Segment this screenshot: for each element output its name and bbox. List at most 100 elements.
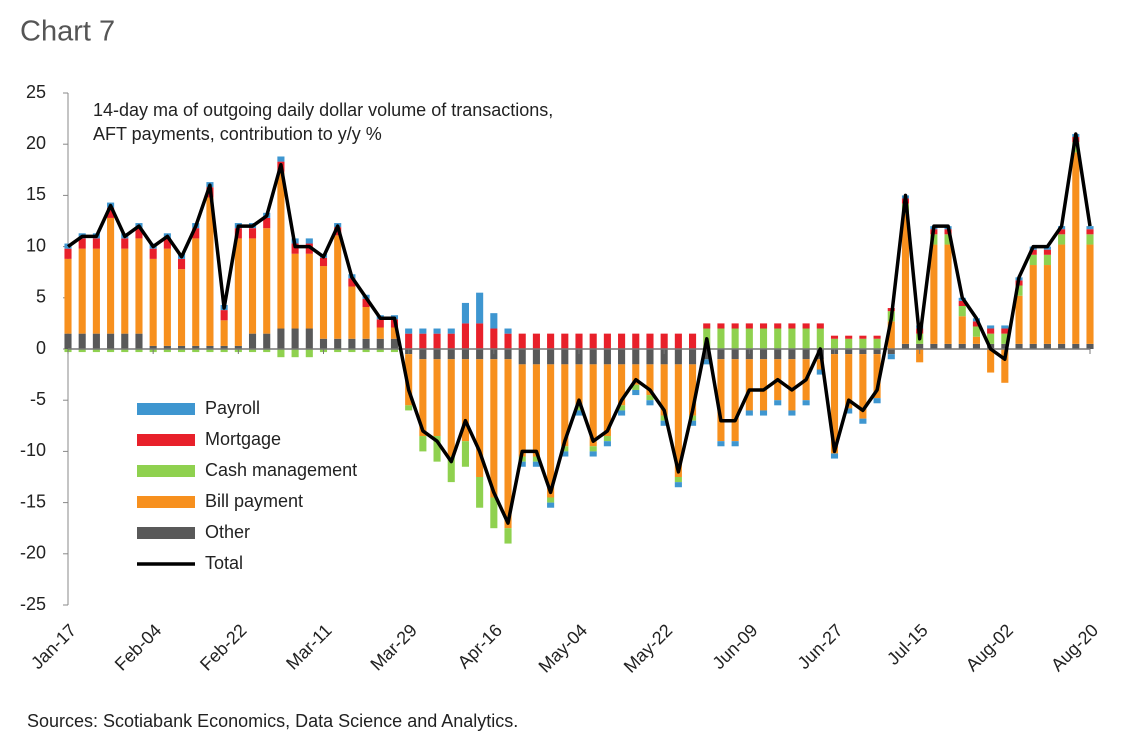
- bar: [845, 338, 853, 349]
- bar: [745, 323, 753, 329]
- bar: [759, 328, 768, 349]
- bar: [674, 364, 682, 477]
- bar: [78, 333, 86, 349]
- bar: [532, 364, 540, 457]
- bar: [263, 333, 271, 349]
- bar: [887, 321, 895, 349]
- bar: [419, 349, 427, 360]
- bar: [277, 171, 285, 329]
- bar: [660, 364, 668, 416]
- bar: [845, 408, 853, 414]
- x-tick-label: Mar-11: [282, 620, 336, 674]
- bar: [348, 286, 356, 339]
- bar: [433, 349, 441, 360]
- bar: [419, 436, 427, 452]
- bar: [1029, 249, 1037, 255]
- bar: [163, 349, 171, 353]
- bar: [845, 349, 853, 355]
- bar: [561, 446, 569, 452]
- bar: [504, 349, 512, 360]
- bar: [319, 338, 328, 349]
- bar: [873, 349, 881, 355]
- bar: [901, 343, 910, 349]
- bar: [646, 400, 654, 406]
- bar: [135, 333, 143, 349]
- bar: [561, 364, 569, 447]
- y-tick-label: 15: [26, 184, 46, 204]
- bar: [1001, 325, 1009, 329]
- bar: [689, 420, 697, 426]
- bar: [1072, 152, 1080, 344]
- bar: [958, 343, 966, 349]
- bar: [178, 349, 186, 353]
- bar: [774, 323, 782, 329]
- bar: [603, 364, 611, 437]
- bar: [618, 349, 626, 365]
- bar: [987, 328, 995, 334]
- y-tick-label: -15: [20, 491, 46, 511]
- bar: [447, 333, 455, 349]
- bar: [1015, 295, 1023, 344]
- bar: [447, 349, 455, 360]
- bar: [518, 461, 526, 467]
- bar: [192, 228, 200, 239]
- bar: [589, 333, 597, 349]
- bar: [461, 349, 469, 360]
- bar: [490, 497, 498, 529]
- bar: [476, 359, 484, 477]
- bar: [958, 300, 966, 306]
- bar: [774, 349, 782, 360]
- bar: [788, 328, 796, 349]
- bar: [703, 359, 711, 365]
- bar: [618, 405, 626, 411]
- bar: [192, 345, 200, 349]
- y-tick-label: -10: [20, 440, 46, 460]
- bar: [717, 328, 725, 349]
- bar: [632, 389, 640, 396]
- bar: [192, 238, 200, 346]
- bar: [390, 327, 399, 339]
- legend-item: Payroll: [137, 398, 260, 418]
- bar: [547, 333, 555, 349]
- bar: [248, 349, 257, 353]
- bar: [291, 349, 299, 358]
- bar: [561, 349, 569, 365]
- bar: [447, 456, 455, 483]
- bar: [802, 400, 810, 406]
- bar: [305, 238, 313, 244]
- bar: [703, 323, 711, 329]
- bar: [788, 359, 796, 411]
- bar: [816, 323, 824, 329]
- bar: [873, 335, 881, 339]
- x-tick-label: Jun-09: [708, 620, 761, 673]
- bar: [561, 451, 569, 457]
- bar: [178, 258, 186, 270]
- bar: [504, 333, 512, 349]
- bar: [305, 253, 313, 329]
- bar: [930, 244, 938, 344]
- bar: [717, 441, 725, 447]
- bar: [433, 333, 441, 349]
- bar: [603, 436, 611, 442]
- bar: [674, 482, 682, 488]
- bar: [107, 217, 115, 334]
- bar: [972, 343, 980, 349]
- bar: [1001, 328, 1009, 334]
- x-tick-label: Aug-02: [962, 620, 1017, 675]
- x-tick-label: May-04: [535, 620, 592, 677]
- bar: [674, 333, 682, 349]
- bar: [689, 333, 697, 349]
- bar: [632, 384, 640, 390]
- bar: [476, 292, 484, 324]
- y-tick-label: 0: [36, 338, 46, 358]
- bar: [1015, 343, 1023, 349]
- legend-item: Mortgage: [137, 429, 281, 449]
- bar: [248, 333, 257, 349]
- bar: [618, 410, 626, 416]
- bar: [206, 345, 214, 349]
- bar: [334, 338, 342, 349]
- legend-label: Other: [205, 522, 250, 542]
- bar: [901, 213, 910, 344]
- bar: [589, 446, 597, 452]
- bar: [64, 248, 72, 259]
